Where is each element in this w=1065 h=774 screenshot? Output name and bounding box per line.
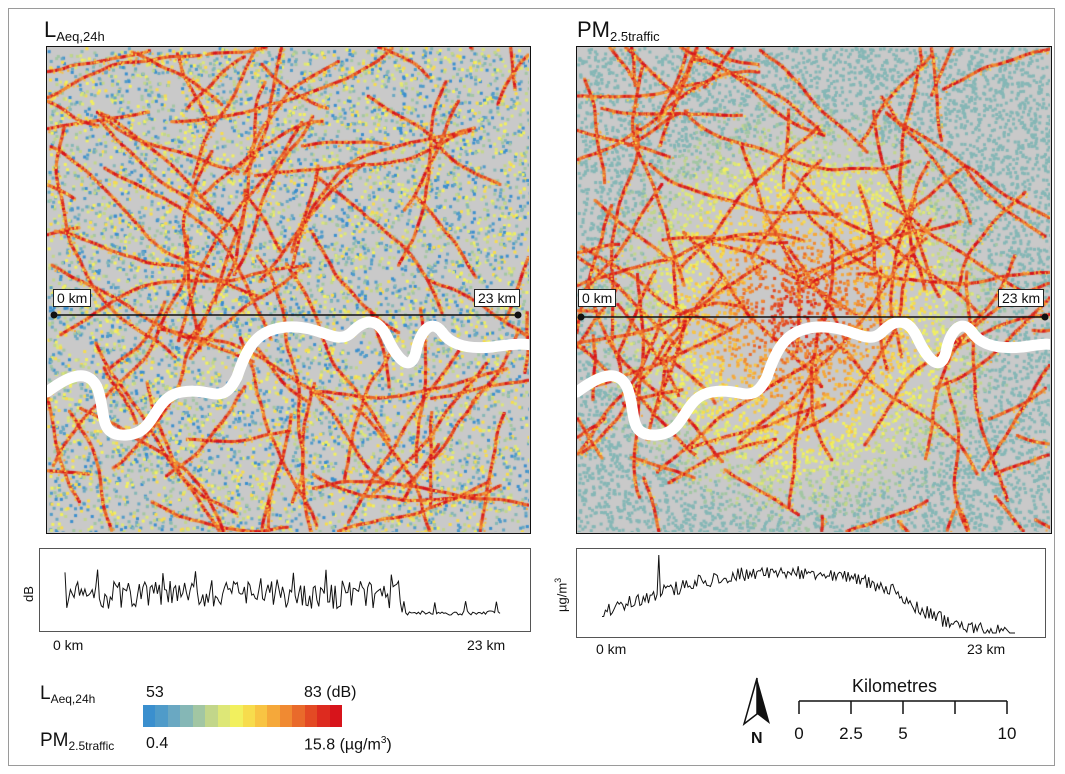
legend-ramp-cell	[217, 705, 231, 727]
pm25-profile-ylabel: µg/m3	[553, 577, 570, 612]
north-arrow-icon	[742, 677, 770, 726]
legend-noise-max: 83 (dB)	[304, 684, 357, 701]
thames-river	[577, 316, 1050, 441]
scalebar-tick-0: 0	[794, 724, 804, 743]
legend-pm-label: PM2.5traffic	[40, 730, 115, 753]
legend-ramp-cell	[242, 705, 255, 727]
pm25-profile-x-start: 0 km	[596, 641, 627, 657]
pm25-profile-x-end: 23 km	[967, 641, 1006, 657]
transect-start-dot	[50, 311, 58, 319]
pm25-profile-line	[601, 554, 1015, 635]
legend-ramp-cell	[143, 705, 156, 727]
scalebar-title: Kilometres	[852, 676, 938, 696]
legend-ramp-cell	[304, 705, 318, 727]
legend-color-ramp	[143, 705, 342, 727]
noise-map-raster	[47, 47, 529, 532]
scalebar-tick-5: 5	[898, 724, 908, 743]
right-transect-end-label: 23 km	[998, 289, 1045, 307]
legend-ramp-cell	[254, 705, 268, 727]
legend-ramp-cell	[279, 705, 293, 727]
noise-map[interactable]	[46, 46, 531, 534]
noise-profile-chart	[39, 548, 531, 632]
legend-ramp-cell	[317, 705, 330, 727]
pm25-map-raster	[577, 47, 1050, 532]
pm25-map[interactable]	[576, 46, 1052, 534]
legend-noise-label: LAeq,24h	[40, 683, 96, 706]
noise-profile-ylabel: dB	[21, 586, 36, 602]
scalebar-graphic	[798, 700, 1008, 714]
left-map-title: LAeq,24h	[44, 17, 105, 45]
noise-profile-line	[64, 569, 501, 616]
noise-profile-x-end: 23 km	[467, 637, 506, 653]
legend-ramp-cell	[192, 705, 206, 727]
legend-pm-min: 0.4	[146, 735, 169, 752]
scalebar-tick-10: 10	[997, 724, 1017, 743]
transect-end-dot	[1041, 313, 1049, 321]
left-transect-end-label: 23 km	[474, 289, 521, 307]
legend-ramp-cell	[180, 705, 193, 727]
thames-river	[47, 316, 529, 441]
legend-ramp-cell	[267, 705, 280, 727]
transect-start-dot	[577, 313, 585, 321]
pm25-map-overlay	[577, 313, 1050, 441]
noise-profile-svg	[64, 569, 501, 616]
left-transect-start-label: 0 km	[53, 289, 92, 307]
legend-pm-max: 15.8 (µg/m3)	[304, 735, 392, 754]
noise-map-overlay	[47, 311, 529, 441]
north-label: N	[751, 730, 763, 747]
legend-ramp-cell	[292, 705, 305, 727]
legend-ramp-cell	[329, 705, 342, 727]
transect-end-dot	[514, 311, 522, 319]
noise-profile-x-start: 0 km	[53, 637, 84, 653]
scalebar-tick-2-5: 2.5	[839, 724, 863, 743]
legend-ramp-cell	[155, 705, 168, 727]
right-map-title: PM2.5traffic	[577, 17, 660, 45]
pm25-profile-chart	[576, 548, 1046, 638]
pm25-profile-svg	[601, 554, 1015, 635]
right-transect-start-label: 0 km	[578, 289, 617, 307]
legend-ramp-cell	[205, 705, 218, 727]
legend-ramp-cell	[230, 705, 243, 727]
legend-ramp-cell	[167, 705, 181, 727]
legend-noise-min: 53	[146, 684, 164, 701]
